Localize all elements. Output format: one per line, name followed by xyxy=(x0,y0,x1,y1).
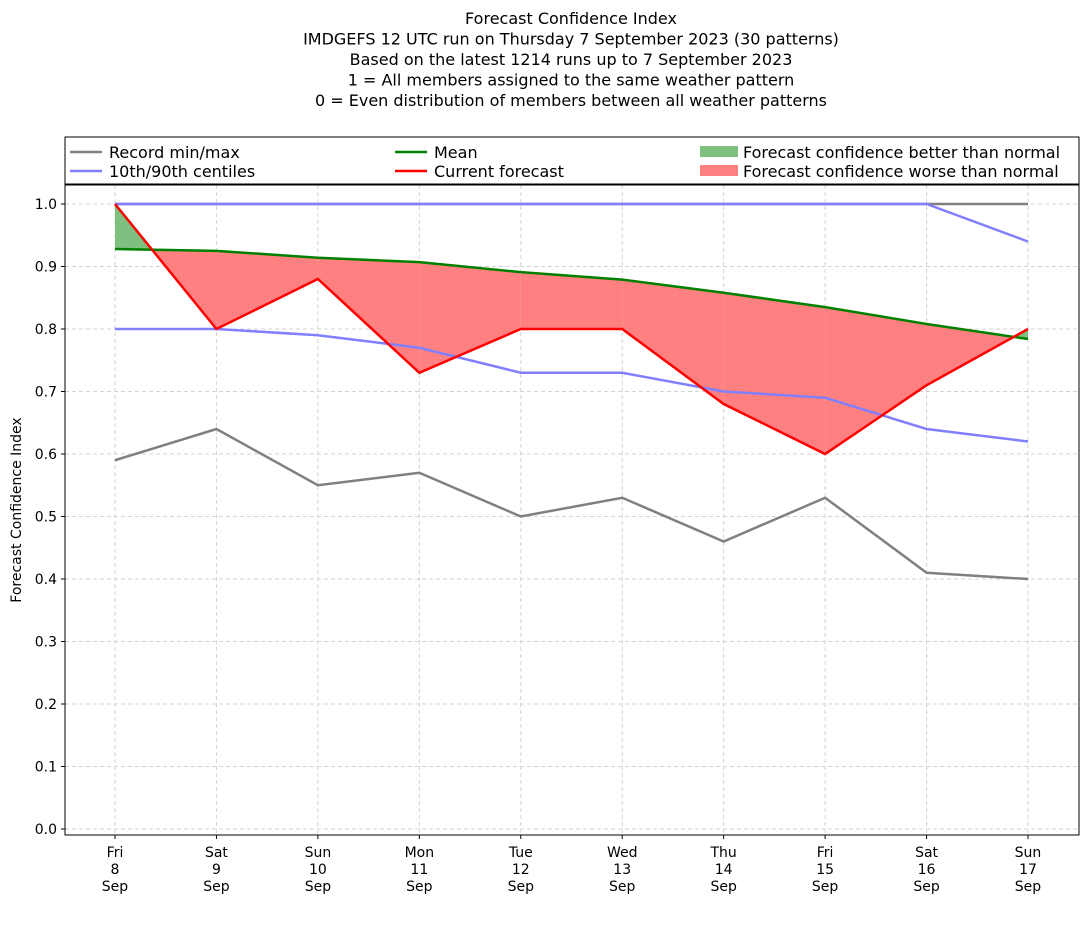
x-tick-label: Sep xyxy=(508,879,535,895)
legend-swatch xyxy=(700,146,738,157)
x-tick-label: Fri xyxy=(107,845,124,861)
x-tick-label: 12 xyxy=(512,862,530,878)
title-line: 0 = Even distribution of members between… xyxy=(315,91,827,110)
x-tick-label: Sat xyxy=(205,845,228,861)
legend-label: Mean xyxy=(434,143,478,162)
legend-label: Record min/max xyxy=(109,143,240,162)
title-line: Forecast Confidence Index xyxy=(465,9,677,28)
x-tick-label: Sep xyxy=(1015,879,1042,895)
x-tick-label: Sep xyxy=(609,879,636,895)
legend-box xyxy=(64,136,1080,185)
y-tick-label: 0.5 xyxy=(35,510,57,526)
x-tick-label: 14 xyxy=(715,862,733,878)
x-tick-label: Sep xyxy=(812,879,839,895)
x-tick-label: 8 xyxy=(111,862,120,878)
x-tick-label: Sep xyxy=(102,879,129,895)
x-tick-label: 10 xyxy=(309,862,327,878)
axes: 0.00.10.20.30.40.50.60.70.80.91.0Fri8Sep… xyxy=(35,197,1042,895)
x-tick-label: Sun xyxy=(305,845,332,861)
fill-worse-than-normal xyxy=(216,250,318,329)
x-tick-label: Sep xyxy=(406,879,433,895)
legend-label: 10th/90th centiles xyxy=(109,162,255,181)
series-p10 xyxy=(115,327,1029,443)
title-line: IMDGEFS 12 UTC run on Thursday 7 Septemb… xyxy=(303,30,839,49)
series-mean xyxy=(114,247,1029,341)
x-tick-label: Sat xyxy=(915,845,938,861)
x-tick-label: 15 xyxy=(816,862,834,878)
x-tick-label: 13 xyxy=(613,862,631,878)
x-tick-label: Sep xyxy=(710,879,737,895)
fill-worse-than-normal xyxy=(723,292,826,454)
x-tick-label: 16 xyxy=(918,862,936,878)
x-tick-label: 17 xyxy=(1019,862,1037,878)
title-line: 1 = All members assigned to the same wea… xyxy=(348,71,795,90)
x-tick-label: 11 xyxy=(410,862,428,878)
chart-title: Forecast Confidence Index IMDGEFS 12 UTC … xyxy=(303,9,839,110)
y-tick-label: 0.8 xyxy=(35,322,57,338)
y-tick-label: 0.2 xyxy=(35,697,57,713)
x-tick-label: Thu xyxy=(710,845,737,861)
x-tick-label: 9 xyxy=(212,862,221,878)
series-p90 xyxy=(115,202,1029,243)
series-current xyxy=(114,203,1029,456)
fill-areas xyxy=(115,204,1028,454)
x-tick-label: Tue xyxy=(508,845,533,861)
fill-worse-than-normal xyxy=(317,257,420,373)
x-tick-label: Sep xyxy=(203,879,230,895)
x-tick-label: Sep xyxy=(305,879,332,895)
x-tick-label: Fri xyxy=(817,845,834,861)
fill-worse-than-normal xyxy=(520,272,623,329)
legend-swatch xyxy=(700,165,738,176)
fill-worse-than-normal xyxy=(926,324,1014,386)
legend-label: Current forecast xyxy=(434,162,564,181)
y-tick-label: 0.4 xyxy=(35,572,57,588)
y-tick-label: 0.0 xyxy=(35,822,57,838)
y-tick-label: 1.0 xyxy=(35,197,57,213)
x-tick-label: Sun xyxy=(1015,845,1042,861)
x-tick-label: Sep xyxy=(913,879,940,895)
series-record_min xyxy=(114,427,1029,581)
x-tick-label: Mon xyxy=(405,845,435,861)
fill-worse-than-normal xyxy=(419,262,521,373)
y-tick-label: 0.9 xyxy=(35,260,57,276)
legend-label: Forecast confidence worse than normal xyxy=(743,162,1059,181)
y-tick-label: 0.3 xyxy=(35,635,57,651)
fill-worse-than-normal xyxy=(825,307,927,454)
series-lines xyxy=(114,202,1029,581)
title-line: Based on the latest 1214 runs up to 7 Se… xyxy=(350,50,793,69)
y-axis-label: Forecast Confidence Index xyxy=(9,417,25,602)
x-tick-label: Wed xyxy=(607,845,638,861)
y-tick-label: 0.1 xyxy=(35,760,57,776)
fill-worse-than-normal xyxy=(622,279,724,404)
legend-label: Forecast confidence better than normal xyxy=(743,143,1060,162)
plot-frame xyxy=(64,184,1080,836)
y-tick-label: 0.7 xyxy=(35,385,57,401)
y-tick-label: 0.6 xyxy=(35,447,57,463)
